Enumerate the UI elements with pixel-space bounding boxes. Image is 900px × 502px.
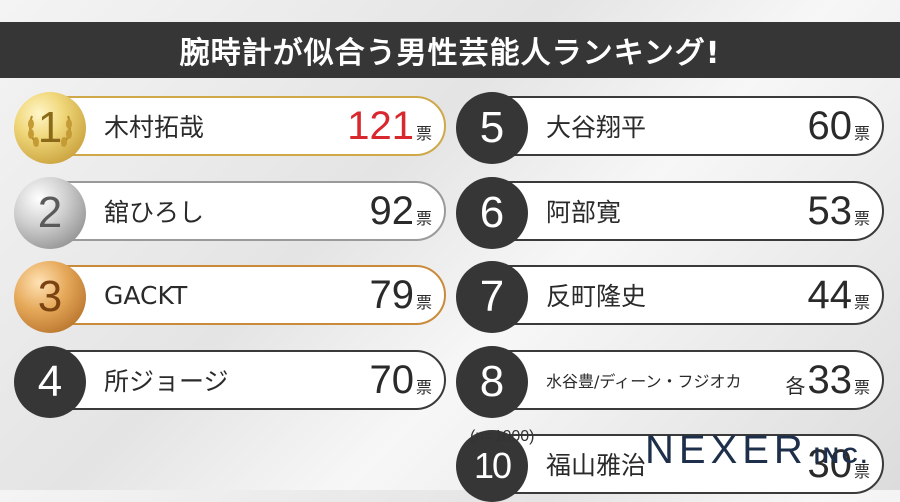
celebrity-name: 大谷翔平 [546, 113, 647, 142]
vote-unit: 票 [853, 208, 870, 228]
ranking-row: 3 GACKT 79 票 [14, 261, 446, 333]
vote-value: 44 [807, 273, 852, 317]
rank-badge: 2 [14, 176, 86, 249]
vote-count: 79 票 [369, 267, 432, 323]
ranking-row: 1 木村拓哉 121 票 [14, 92, 446, 164]
rank-number: 6 [479, 187, 505, 237]
ranking-row: 5 大谷翔平 60 票 [456, 92, 884, 164]
celebrity-name: GACKT [104, 280, 188, 310]
rank-badge: 3 [14, 261, 86, 333]
laurel-icon [28, 115, 72, 147]
rank-number: 7 [479, 272, 505, 321]
vote-value: 92 [369, 188, 414, 233]
celebrity-name: 福山雅治 [546, 451, 647, 480]
vote-prefix: 各 [785, 373, 806, 398]
vote-value: 30 [807, 442, 852, 486]
vote-count: 44 票 [807, 267, 870, 323]
rank-badge: 7 [456, 261, 528, 333]
rank-badge: 1 [14, 92, 86, 164]
vote-value: 79 [369, 273, 414, 317]
vote-unit: 票 [853, 462, 870, 481]
celebrity-name: 木村拓哉 [104, 113, 205, 142]
vote-unit: 票 [415, 208, 432, 228]
celebrity-name: 反町隆史 [546, 282, 647, 311]
vote-unit: 票 [415, 293, 432, 312]
rank-number: 1 [37, 103, 63, 152]
celebrity-name: 水谷豊/ディーン・フジオカ [546, 371, 742, 391]
vote-value: 33 [807, 357, 852, 402]
vote-value: 53 [807, 188, 852, 233]
vote-unit: 票 [853, 124, 870, 143]
vote-unit: 票 [415, 124, 432, 143]
vote-unit: 票 [853, 377, 870, 397]
vote-value: 121 [347, 104, 414, 148]
sample-size-note: (n=1000) [470, 428, 535, 445]
logo-sub-text: INC. [813, 443, 870, 468]
celebrity-name: 舘ひろし [104, 197, 205, 227]
vote-value: 60 [807, 104, 852, 148]
vote-count: 70 票 [369, 352, 432, 408]
ranking-row: 8 水谷豊/ディーン・フジオカ 各 33 票 [456, 345, 884, 418]
rank-number: 2 [37, 187, 63, 237]
logo-main-text: NEXER [645, 428, 808, 472]
celebrity-name: 所ジョージ [104, 366, 229, 396]
rank-number: 10 [473, 445, 512, 486]
vote-value: 70 [369, 357, 414, 402]
vote-count: 30 票 [807, 436, 870, 492]
rank-badge: 8 [456, 345, 528, 418]
company-logo: NEXER INC. [645, 428, 870, 472]
rank-badge: 4 [14, 345, 86, 418]
vote-unit: 票 [415, 377, 432, 397]
ranking-row: 7 反町隆史 44 票 [456, 261, 884, 333]
ranking-row: 2 舘ひろし 92 票 [14, 176, 446, 249]
vote-count: 92 票 [369, 183, 432, 239]
ranking-row: 6 阿部寛 53 票 [456, 176, 884, 249]
rank-badge: 5 [456, 92, 528, 164]
rank-number: 4 [37, 356, 63, 406]
rank-number: 5 [479, 103, 505, 152]
vote-count: 121 票 [347, 98, 432, 154]
rank-number: 3 [37, 272, 63, 321]
celebrity-name: 阿部寛 [546, 197, 622, 227]
chart-title: 腕時計が似合う男性芸能人ランキング! [0, 22, 900, 78]
rank-badge: 6 [456, 176, 528, 249]
vote-count: 60 票 [807, 98, 870, 154]
vote-count: 各 33 票 [785, 352, 870, 408]
ranking-row: 4 所ジョージ 70 票 [14, 345, 446, 418]
vote-unit: 票 [853, 293, 870, 312]
vote-count: 53 票 [807, 183, 870, 239]
rank-number: 8 [479, 356, 505, 406]
